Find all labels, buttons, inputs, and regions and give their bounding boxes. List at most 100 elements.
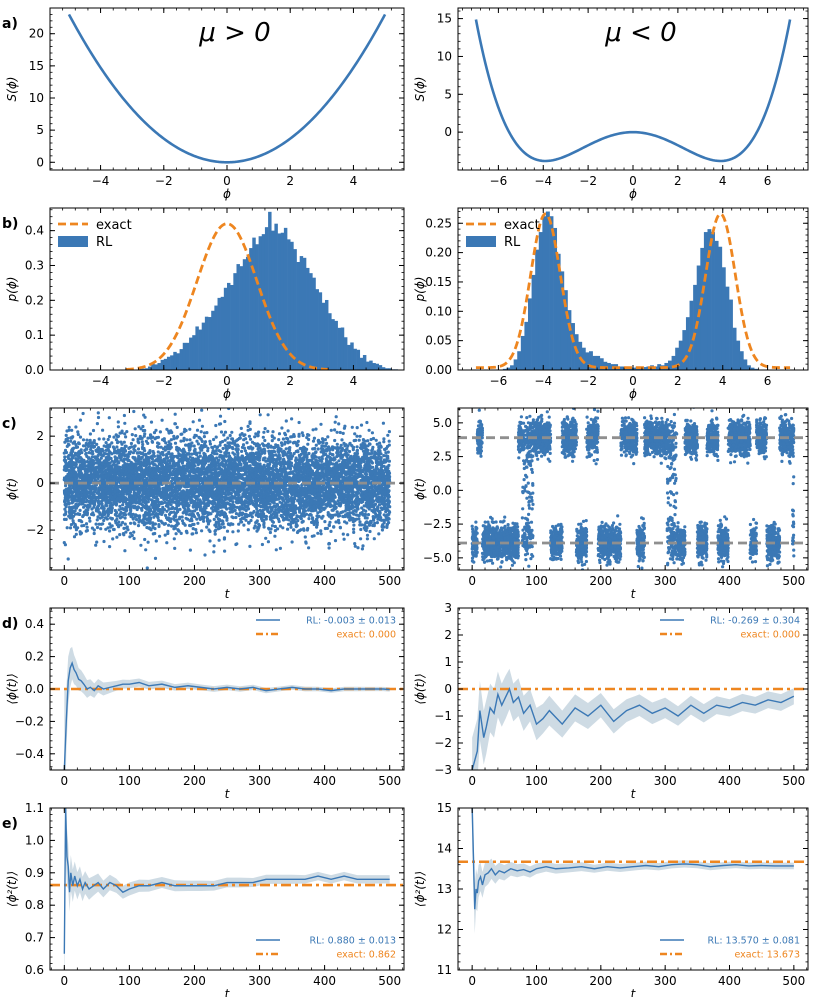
x-tick-label: −4 [534, 174, 552, 188]
scatter-point [223, 526, 226, 529]
x-axis-label: ϕ [223, 387, 231, 401]
scatter-point [237, 529, 240, 532]
histogram-bar [524, 322, 528, 370]
x-tick-label: −2 [579, 174, 597, 188]
histogram-bar [704, 232, 708, 370]
histogram-bar [211, 311, 214, 370]
histogram-bar [539, 232, 543, 370]
scatter-point [384, 451, 387, 454]
row-label: a) [2, 16, 18, 32]
y-tick-label: 10 [29, 91, 44, 105]
plot-area [50, 398, 404, 570]
histogram-bar [274, 224, 277, 370]
scatter-point [64, 513, 67, 516]
scatter-point [222, 454, 225, 457]
scatter-point [192, 420, 195, 423]
scatter-point [108, 522, 111, 525]
histogram-bar [682, 330, 686, 370]
y-tick-label: 0.10 [425, 304, 452, 318]
histogram-bar [230, 285, 233, 370]
scatter-point [292, 433, 295, 436]
x-axis-label: ϕ [223, 187, 231, 201]
scatter-point [135, 518, 138, 521]
scatter-point [278, 432, 281, 435]
scatter-point [167, 524, 170, 527]
scatter-point [352, 528, 355, 531]
scatter-point [124, 531, 127, 534]
scatter-point [367, 513, 370, 516]
x-tick-label: −2 [155, 374, 173, 388]
scatter-point [382, 437, 385, 440]
histogram-bar [578, 342, 582, 370]
scatter-point [192, 510, 195, 513]
scatter-point [266, 471, 269, 474]
x-tick-label: 2 [674, 174, 682, 188]
scatter-point [286, 455, 289, 458]
x-tick-label: −4 [92, 374, 110, 388]
histogram-bar [369, 361, 372, 370]
scatter-point [287, 429, 290, 432]
scatter-point [185, 429, 188, 432]
row-label: c) [2, 416, 17, 432]
scatter-point [80, 524, 83, 527]
x-tick-label: 0 [629, 174, 637, 188]
y-tick-label: 20 [29, 27, 44, 41]
panel-title: μ < 0 [604, 18, 676, 48]
histogram-bar [208, 317, 211, 370]
y-tick-label: 0.20 [425, 246, 452, 260]
histogram-bar [236, 264, 239, 370]
scatter-point [205, 516, 208, 519]
scatter-point [195, 531, 198, 534]
histogram-bar [300, 256, 303, 370]
scatter-point [152, 532, 155, 535]
row-label: e) [2, 816, 18, 832]
x-tick-label: −4 [92, 174, 110, 188]
histogram-bar [259, 236, 262, 370]
histogram-bar [517, 351, 521, 370]
scatter-point [289, 467, 292, 470]
scatter-point [248, 545, 251, 548]
scatter-point [198, 516, 201, 519]
scatter-point [156, 445, 159, 448]
scatter-point [265, 517, 268, 520]
legend-rl-swatch [466, 236, 496, 247]
scatter-point [366, 537, 369, 540]
histogram-bar [338, 328, 341, 370]
histogram-bar [281, 233, 284, 370]
scatter-point [161, 419, 164, 422]
histogram-bar [189, 338, 192, 370]
scatter-point [91, 511, 94, 514]
histogram-bar [567, 310, 571, 370]
scatter-point [137, 447, 140, 450]
scatter-point [368, 530, 371, 533]
scatter-point [373, 537, 376, 540]
histogram-bar [186, 343, 189, 370]
scatter-point [333, 439, 336, 442]
histogram-bar [585, 352, 589, 370]
y-tick-label: 15 [437, 12, 452, 26]
x-tick-label: 2 [286, 374, 294, 388]
histogram-bar [711, 232, 715, 370]
histogram-bar [240, 266, 243, 370]
histogram-bar [183, 343, 186, 370]
scatter-point [386, 434, 389, 437]
y-axis-label: S(ϕ) [413, 77, 427, 102]
histogram-bar [303, 258, 306, 370]
scatter-point [224, 439, 227, 442]
histogram-bar [309, 273, 312, 370]
scatter-point [117, 425, 120, 428]
scatter-point [63, 508, 66, 511]
scatter-point [108, 435, 111, 438]
scatter-point [145, 440, 148, 443]
x-tick-label: 6 [764, 174, 772, 188]
y-tick-label: 0.0 [25, 363, 44, 377]
histogram-bar [214, 306, 217, 370]
histogram-bar [243, 259, 246, 370]
scatter-point [273, 535, 276, 538]
x-axis-label: ϕ [629, 187, 637, 201]
histogram-bar [521, 336, 525, 370]
scatter-point [382, 454, 385, 457]
scatter-point [359, 528, 362, 531]
